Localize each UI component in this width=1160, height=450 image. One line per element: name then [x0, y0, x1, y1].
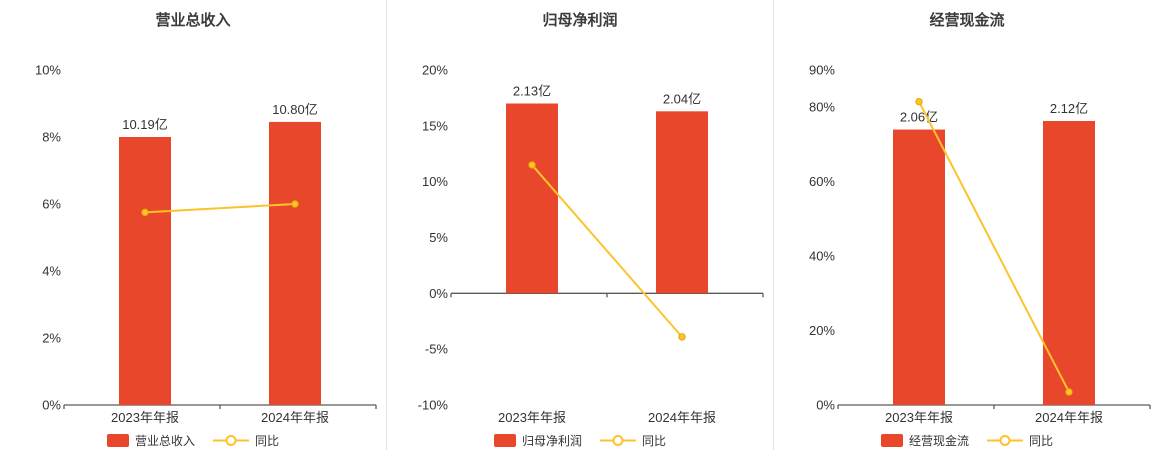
cash-flow-chart-canvas: 0% 20% 40% 60% 80% 90% 2.06亿 2.12亿 2023年年报 2024年年…	[809, 63, 1151, 425]
x-category-label: 2023年年报	[885, 410, 953, 425]
cash-flow-bar-swatch-icon	[880, 433, 903, 447]
legend-item-cash-flow-bar[interactable]: 经营现金流	[880, 432, 969, 449]
revenue-chart-canvas: 0% 2% 4% 6% 8% 10% 10.19亿 10.80亿 2023年年报 2024年年报	[35, 63, 377, 425]
legend-label-revenue: 营业总收入	[134, 433, 195, 448]
y-tick-label: 10%	[422, 174, 448, 189]
y-tick-label: 2%	[42, 331, 61, 346]
net-profit-chart-canvas: -10% -5% 0% 5% 10% 15% 20% 2.13亿 2.04亿 2023年年报 202…	[418, 63, 764, 425]
x-category-label: 2023年年报	[498, 410, 566, 425]
x-category-label: 2024年年报	[648, 410, 716, 425]
yoy-point-2024年年报[interactable]	[678, 333, 686, 341]
yoy-line-icon	[600, 434, 636, 447]
yoy-line	[531, 164, 683, 338]
legend-item-revenue-bar[interactable]: 营业总收入	[106, 432, 195, 449]
net-profit-bar-swatch-icon	[493, 433, 516, 447]
bar-2023年年报[interactable]	[893, 129, 945, 406]
yoy-point-2023年年报[interactable]	[141, 208, 149, 217]
bar-value-label: 2.12亿	[1050, 101, 1088, 116]
bar-2024年年报[interactable]	[1043, 120, 1095, 405]
y-tick-label: 5%	[429, 230, 448, 245]
chart-title-cash-flow: 经营现金流	[929, 12, 1005, 29]
y-tick-label: -5%	[425, 342, 449, 357]
chart-title-revenue: 营业总收入	[155, 12, 231, 29]
yoy-point-2023年年报[interactable]	[528, 161, 536, 169]
yoy-point-2024年年报[interactable]	[291, 200, 299, 208]
bar-2023年年报[interactable]	[119, 137, 171, 405]
y-tick-label: 10%	[35, 63, 61, 78]
legend-item-cash-flow-yoy[interactable]: 同比	[987, 432, 1053, 449]
legend-item-net-profit-yoy[interactable]: 同比	[600, 432, 666, 449]
legend-item-revenue-yoy[interactable]: 同比	[213, 432, 279, 449]
bar-2024年年报[interactable]	[656, 111, 708, 294]
y-tick-label: 0%	[42, 398, 61, 413]
y-tick-label: 40%	[809, 249, 835, 264]
bar-value-label: 10.80亿	[272, 102, 318, 117]
yoy-line-icon	[987, 434, 1023, 447]
y-tick-label: 90%	[809, 63, 835, 78]
cash-flow-legend: 经营现金流 同比	[880, 430, 1053, 450]
legend-item-net-profit-bar[interactable]: 归母净利润	[493, 432, 582, 449]
y-tick-label: 6%	[42, 197, 61, 212]
y-tick-label: 60%	[809, 174, 835, 189]
bar-value-label: 2.13亿	[513, 84, 551, 99]
chart-title-net-profit: 归母净利润	[542, 12, 618, 29]
legend-label-net-profit: 归母净利润	[521, 433, 582, 448]
y-tick-label: -10%	[418, 398, 449, 413]
x-category-label: 2024年年报	[1035, 410, 1103, 425]
net-profit-legend: 归母净利润 同比	[493, 430, 666, 450]
legend-label-cash-flow: 经营现金流	[908, 433, 969, 448]
chart-panel-cash-flow: 经营现金流 0% 20% 40% 60% 80% 90% 2.06亿 2.12亿 2023年年报…	[773, 0, 1160, 450]
bar-2023年年报[interactable]	[506, 103, 558, 294]
y-tick-label: 0%	[429, 286, 448, 301]
chart-panel-net-profit: 归母净利润 -10% -5% 0% 5% 10% 15% 20% 2.13亿 2.04亿 2023…	[386, 0, 773, 450]
bar-2024年年报[interactable]	[269, 121, 321, 406]
yoy-line-icon	[213, 434, 249, 447]
bar-value-label: 10.19亿	[122, 117, 168, 132]
bar-value-label: 2.04亿	[663, 91, 701, 106]
legend-label-net-profit-yoy: 同比	[642, 433, 667, 448]
y-tick-label: 4%	[42, 264, 61, 279]
y-tick-label: 0%	[816, 398, 835, 413]
chart-panel-revenue: 营业总收入 0% 2% 4% 6% 8% 10% 10.19亿 10.80亿 2023年年报 20…	[0, 0, 386, 450]
bar-value-label: 2.06亿	[900, 110, 938, 125]
y-tick-label: 15%	[422, 118, 448, 133]
revenue-bar-swatch-icon	[106, 433, 129, 447]
yoy-line	[918, 101, 1070, 393]
legend-label-revenue-yoy: 同比	[255, 433, 280, 448]
revenue-legend: 营业总收入 同比	[106, 430, 279, 450]
y-tick-label: 8%	[42, 130, 61, 145]
x-category-label: 2024年年报	[261, 410, 329, 425]
y-tick-label: 80%	[809, 100, 835, 115]
y-tick-label: 20%	[422, 63, 448, 78]
x-category-label: 2023年年报	[111, 410, 179, 425]
yoy-point-2024年年报[interactable]	[1065, 388, 1073, 396]
yoy-point-2023年年报[interactable]	[915, 97, 923, 106]
legend-label-cash-flow-yoy: 同比	[1029, 433, 1054, 448]
yoy-line	[144, 203, 296, 214]
y-tick-label: 20%	[809, 323, 835, 338]
